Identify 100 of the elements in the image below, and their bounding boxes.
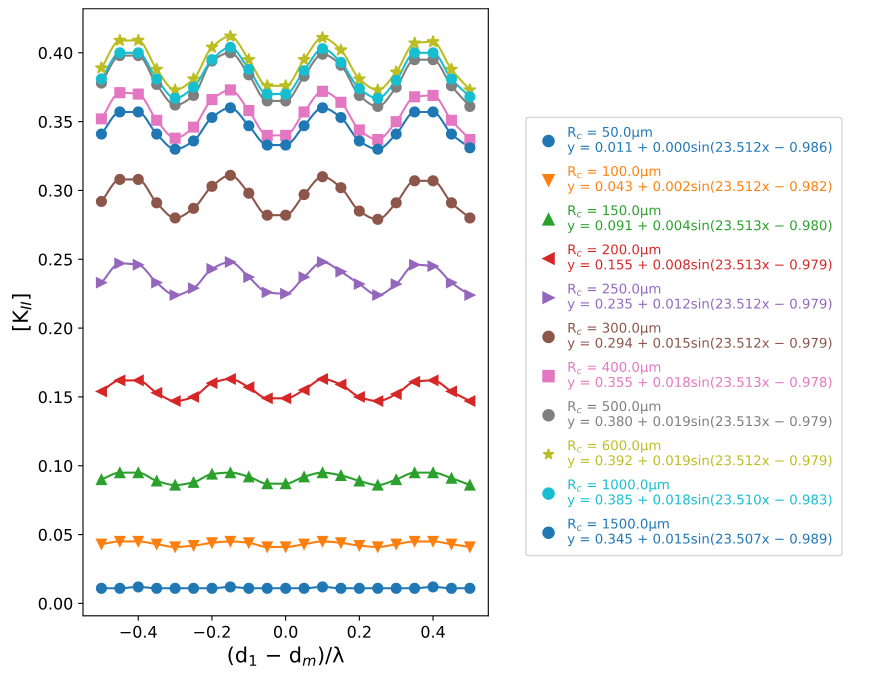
point: [224, 29, 238, 42]
point: [224, 581, 236, 592]
point: [427, 536, 439, 548]
point: [316, 536, 328, 548]
point: [298, 65, 310, 76]
point: [298, 582, 310, 594]
point: [354, 582, 365, 594]
point: [224, 256, 236, 268]
y-tick-label: 0.30: [38, 184, 72, 197]
point: [114, 582, 126, 594]
point: [224, 84, 236, 96]
point: [335, 378, 346, 390]
y-axis-title: [K$_{II}$]: [12, 294, 32, 330]
point: [464, 479, 476, 491]
point: [188, 476, 200, 488]
point: [409, 175, 420, 186]
point: [188, 282, 200, 294]
point: [114, 174, 126, 185]
point: [262, 88, 273, 100]
point: [243, 471, 254, 482]
point: [170, 132, 181, 144]
point: [132, 467, 144, 478]
point: [390, 116, 402, 128]
point: [446, 128, 458, 140]
point: [206, 112, 218, 124]
point: [114, 47, 126, 58]
point: [96, 73, 107, 85]
point: [354, 206, 365, 217]
point: [262, 210, 273, 221]
point: [280, 288, 292, 300]
point: [224, 42, 236, 53]
point: [96, 474, 107, 486]
point: [464, 100, 476, 112]
point: [372, 92, 384, 104]
point: [446, 197, 458, 208]
point: [372, 144, 384, 155]
point: [427, 260, 439, 272]
point: [444, 62, 458, 76]
x-axis-title: (d$_{1}$ − d$_{m}$)/λ: [228, 646, 344, 666]
point: [409, 91, 420, 102]
point: [354, 475, 365, 486]
point: [409, 536, 420, 548]
point: [334, 43, 348, 56]
point: [335, 182, 346, 194]
point: [96, 113, 107, 124]
point: [298, 189, 310, 200]
point: [170, 396, 181, 407]
legend-label: R$_{c}$ = 1500.0μm y = 0.345 + 0.015sin(23.507x − 0.989): [568, 518, 832, 546]
y-tick-label: 0.05: [38, 528, 72, 541]
point: [132, 259, 144, 270]
point: [298, 272, 310, 283]
point: [151, 197, 162, 208]
point: [150, 62, 164, 76]
point: [132, 581, 144, 592]
y-tick-label: 0.10: [38, 460, 72, 472]
point: [335, 582, 346, 594]
x-tick-label: −0.2: [194, 626, 230, 638]
point: [188, 582, 200, 594]
point: [224, 170, 236, 181]
y-tick-label: 0.00: [38, 598, 72, 610]
point: [426, 34, 440, 48]
point: [298, 538, 310, 550]
point: [188, 135, 200, 146]
point: [316, 373, 328, 385]
point: [96, 128, 107, 140]
point: [170, 479, 181, 491]
point: [170, 212, 181, 224]
point: [243, 272, 254, 283]
y-tick-label: 0.15: [38, 391, 72, 404]
point: [464, 212, 476, 224]
point: [262, 139, 273, 151]
point: [298, 471, 310, 482]
point: [316, 581, 328, 592]
point: [316, 467, 328, 478]
point: [151, 475, 162, 486]
x-tick-label: −0.4: [120, 626, 157, 638]
point: [188, 82, 200, 93]
point: [464, 290, 476, 301]
point: [262, 541, 273, 553]
point: [280, 139, 292, 151]
point: [224, 536, 236, 548]
point: [372, 541, 384, 553]
point: [132, 33, 145, 46]
legend-label: R$_{c}$ = 100.0μm y = 0.043 + 0.002sin(23.512x − 0.982): [568, 166, 832, 194]
point: [280, 392, 292, 404]
point: [464, 541, 476, 553]
point: [151, 387, 162, 398]
point: [446, 472, 458, 484]
point: [243, 105, 254, 116]
legend-label: R$_{c}$ = 300.0μm y = 0.294 + 0.015sin(23.512x − 0.979): [568, 322, 832, 350]
point: [132, 374, 144, 386]
point: [96, 386, 107, 397]
x-tick-label: 0.4: [421, 626, 445, 638]
point: [132, 536, 144, 548]
point: [409, 106, 420, 118]
point: [372, 134, 384, 146]
point: [132, 106, 144, 118]
point: [151, 114, 162, 126]
point: [354, 124, 365, 136]
point: [372, 214, 384, 225]
